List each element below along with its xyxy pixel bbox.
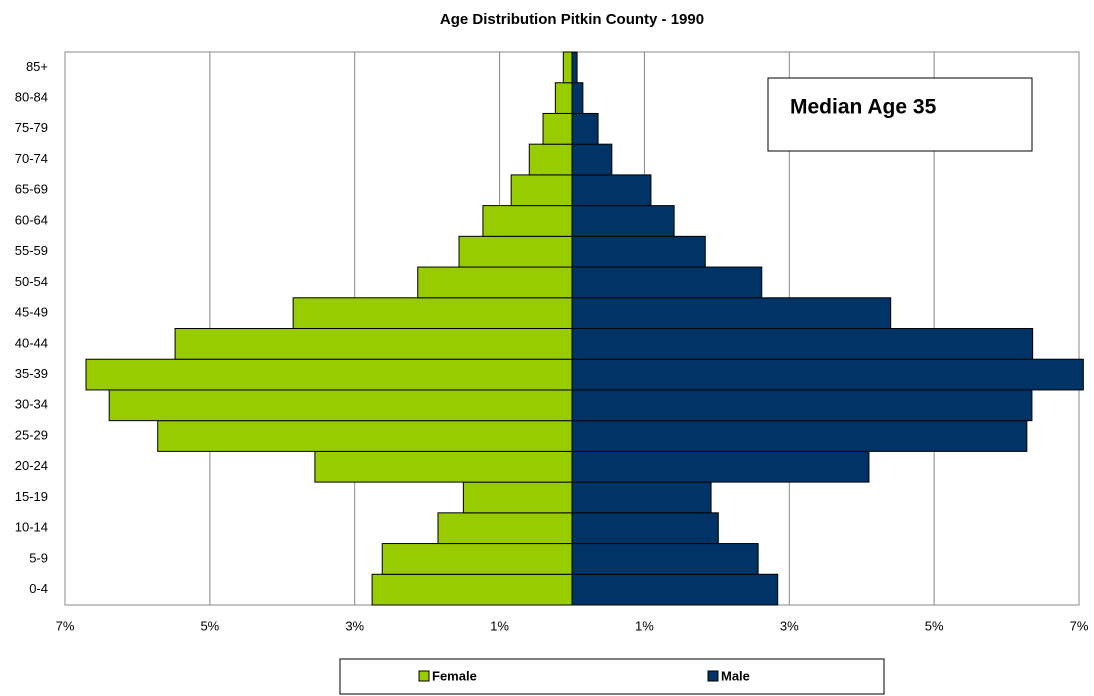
y-tick-label: 15-19 [15,489,48,504]
bar [371,573,573,606]
bar [571,235,706,268]
bar [314,450,573,483]
bar [571,297,892,329]
bar [571,573,779,606]
bar [571,450,870,483]
bar [381,543,573,575]
y-tick-label: 5-9 [29,550,48,565]
bar [417,266,573,299]
bar [571,389,1033,422]
bar [571,266,763,299]
bar [562,51,573,84]
y-tick-label: 25-29 [15,427,48,442]
bar [462,481,573,514]
y-tick-label: 40-44 [15,335,48,350]
bar [571,543,759,575]
y-tick-label: 75-79 [15,120,48,135]
bar [292,297,573,329]
bar [571,420,1028,452]
bar [157,420,573,452]
y-tick-label: 35-39 [15,366,48,381]
x-tick-label: 5% [200,618,219,633]
y-tick-label: 80-84 [15,90,48,105]
y-tick-label: 20-24 [15,458,48,473]
bar [85,358,573,391]
y-tick-label: 65-69 [15,182,48,197]
y-tick-label: 10-14 [15,520,48,535]
y-tick-label: 50-54 [15,274,48,289]
bar [108,389,573,422]
bar [542,112,573,145]
y-tick-label: 45-49 [15,305,48,320]
bar [571,205,675,237]
legend-swatch [418,670,430,682]
chart-title: Age Distribution Pitkin County - 1990 [440,11,704,28]
y-tick-label: 30-34 [15,397,48,412]
annotation-box [767,77,1033,152]
legend-swatch [707,670,719,682]
bar [174,328,573,360]
bar [571,328,1034,360]
annotation: Median Age 35 [790,96,937,119]
bar [482,205,573,237]
legend-label: Female [432,668,477,683]
y-tick-label: 70-74 [15,151,48,166]
bar [571,512,719,545]
bar [528,143,573,176]
x-tick-label: 7% [56,618,75,633]
x-tick-label: 3% [780,618,799,633]
bar [571,358,1084,391]
x-tick-label: 1% [490,618,509,633]
bar [571,112,599,145]
bar [571,143,613,176]
bar [571,174,652,207]
legend [339,658,885,695]
y-tick-label: 60-64 [15,212,48,227]
x-tick-label: 7% [1070,618,1089,633]
bar [510,174,573,207]
y-tick-label: 55-59 [15,243,48,258]
y-tick-label: 0-4 [29,581,48,596]
bar [458,235,573,268]
bar [571,51,578,84]
legend-label: Male [721,668,750,683]
bar [571,82,584,114]
bar [554,82,573,114]
x-tick-label: 3% [345,618,364,633]
bar [437,512,573,545]
x-tick-label: 1% [635,618,654,633]
y-tick-label: 85+ [26,59,48,74]
bar [571,481,712,514]
x-tick-label: 5% [925,618,944,633]
